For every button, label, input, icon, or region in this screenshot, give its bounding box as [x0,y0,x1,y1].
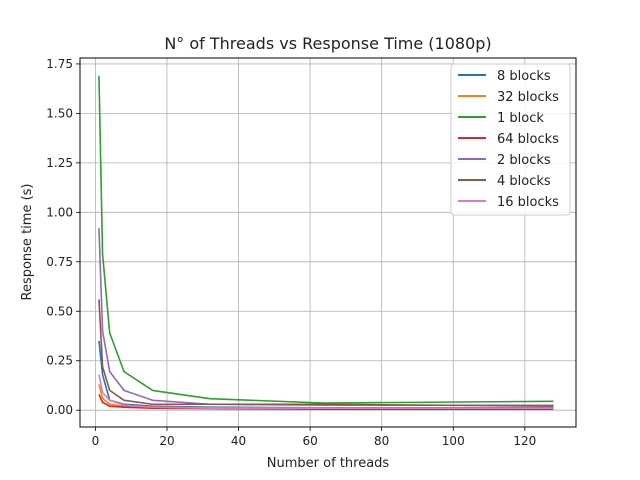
legend-entry: 1 block [497,111,544,126]
y-tick-label: 0.50 [46,304,73,318]
y-tick-label: 0.75 [46,255,73,269]
legend-box [450,63,571,216]
legend-entry: 2 blocks [497,153,551,168]
y-tick-label: 1.25 [46,156,73,170]
y-tick-label: 0.25 [46,354,73,368]
plot-frame [79,57,577,428]
legend-entry: 8 blocks [497,69,551,84]
x-tick-label: 40 [231,434,246,448]
legend: 8 blocks 32 blocks 1 block 64 blocks 2 block… [450,63,571,216]
x-tick-label: 20 [159,434,174,448]
legend-entry: 4 blocks [497,174,551,189]
x-axis: 0 20 40 60 80 100 120 [92,427,536,448]
legend-entry: 64 blocks [497,132,559,147]
series-line-4-blocks [98,299,554,408]
x-tick-label: 60 [302,434,317,448]
grid [80,58,576,427]
y-tick-label: 1.75 [46,57,73,71]
y-axis-label: Response time (s) [20,184,35,301]
y-tick-label: 1.00 [46,205,73,219]
x-tick-label: 100 [442,434,465,448]
x-tick-label: 120 [513,434,536,448]
series-lines [98,75,554,410]
x-tick-label: 0 [92,434,100,448]
series-line-64-blocks [98,394,554,410]
series-line-16-blocks [98,374,554,410]
y-axis: 0.00 0.25 0.50 0.75 1.00 1.25 1.50 1.75 [46,57,80,417]
y-tick-label: 1.50 [46,106,73,120]
chart-title: N° of Threads vs Response Time (1080p) [164,34,491,53]
y-tick-label: 0.00 [46,403,73,417]
x-tick-label: 80 [374,434,389,448]
legend-entry: 32 blocks [497,90,559,105]
x-axis-label: Number of threads [267,456,390,471]
series-line-2-blocks [98,228,554,407]
series-line-1-block [98,75,554,404]
legend-entry: 16 blocks [497,195,559,210]
